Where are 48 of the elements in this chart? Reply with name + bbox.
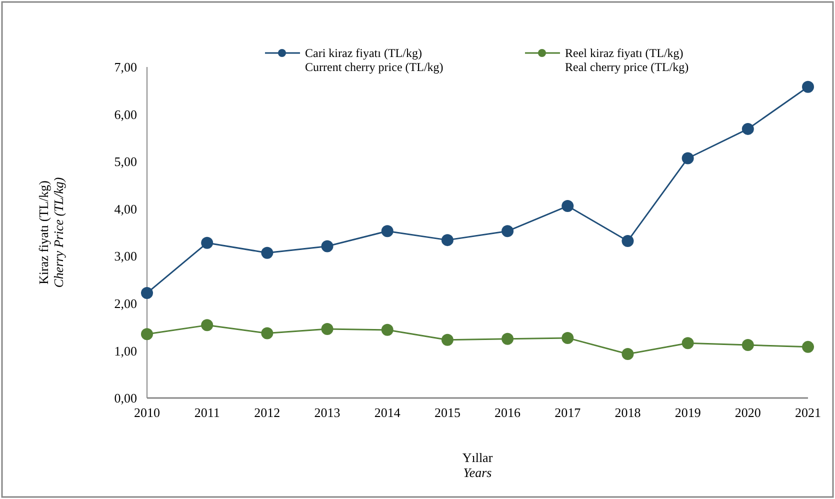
x-tick-label: 2014 bbox=[374, 405, 401, 420]
point bbox=[141, 328, 153, 340]
x-tick-label: 2013 bbox=[314, 405, 340, 420]
point bbox=[562, 200, 574, 212]
point bbox=[261, 246, 274, 259]
point bbox=[441, 234, 454, 246]
point bbox=[441, 334, 454, 346]
point bbox=[502, 332, 514, 345]
point bbox=[502, 225, 514, 238]
x-tick-label: 2018 bbox=[614, 405, 641, 420]
point bbox=[141, 287, 153, 300]
x-tick-label: 2021 bbox=[795, 405, 821, 420]
y-tick-label: 1,00 bbox=[114, 343, 137, 358]
point bbox=[802, 340, 814, 353]
point bbox=[321, 322, 334, 335]
legend-label: Reel kiraz fiyatı (TL/kg) Real cherry price (TL/kg) bbox=[565, 46, 689, 74]
point bbox=[381, 225, 394, 238]
x-tick-label: 2020 bbox=[734, 405, 761, 420]
y-axis-title: Kiraz fiyatı (TL/kg) Cherry Price (TL/kg) bbox=[36, 177, 66, 288]
x-tick-label: 2017 bbox=[554, 405, 582, 420]
point bbox=[682, 152, 694, 164]
point bbox=[622, 348, 634, 360]
x-tick-label: 2012 bbox=[254, 405, 280, 420]
y-tick-label: 2,00 bbox=[114, 296, 137, 311]
y-tick-label: 3,00 bbox=[114, 248, 137, 264]
x-tick-label: 2019 bbox=[674, 405, 701, 420]
point bbox=[802, 80, 814, 93]
point bbox=[562, 332, 574, 344]
point bbox=[261, 327, 274, 340]
point bbox=[321, 240, 334, 252]
y-tick-label: 4,00 bbox=[114, 201, 137, 216]
point bbox=[381, 324, 394, 336]
x-tick-label: 2011 bbox=[194, 405, 220, 420]
y-tick-label: 5,00 bbox=[114, 154, 137, 170]
legend-label: Cari kiraz fiyatı (TL/kg) Current cherry price (TL/kg) bbox=[305, 46, 444, 74]
x-axis-title: Yıllar Years bbox=[462, 450, 494, 480]
point bbox=[682, 337, 694, 350]
x-tick-label: 2010 bbox=[134, 405, 160, 420]
x-tick-label: 2015 bbox=[434, 405, 460, 420]
y-tick-label: 0,00 bbox=[114, 390, 137, 406]
y-tick-label: 6,00 bbox=[114, 106, 137, 122]
point bbox=[742, 122, 754, 135]
y-tick-label: 7,00 bbox=[114, 60, 137, 75]
point bbox=[742, 339, 754, 352]
point bbox=[201, 319, 214, 332]
point bbox=[622, 235, 634, 248]
point bbox=[201, 236, 214, 249]
x-tick-label: 2016 bbox=[494, 405, 522, 420]
